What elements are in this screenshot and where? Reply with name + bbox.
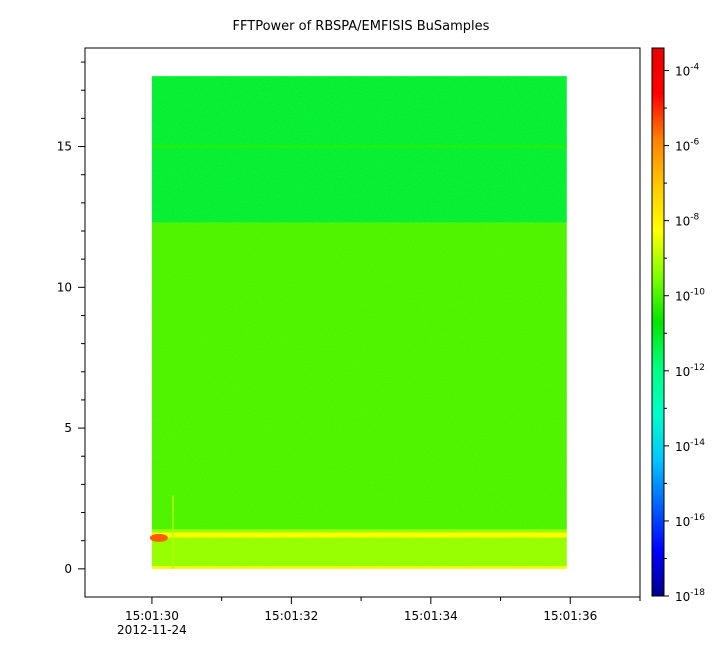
colorbar-axis: 10-4 10-6 10-8 10-10 10-12 10-14 10-16 10-18 bbox=[664, 63, 705, 604]
spectrogram-heatmap bbox=[149, 76, 567, 569]
colorbar-tick-label: 10-14 bbox=[675, 438, 705, 454]
colorbar-tick-label: 10-12 bbox=[675, 363, 705, 379]
plot-frame bbox=[84, 47, 641, 598]
heatmap-band bbox=[151, 532, 567, 538]
heatmap-peak bbox=[149, 533, 168, 542]
x-tick-label: 15:01:32 bbox=[264, 609, 318, 623]
x-tick-date: 2012-11-24 bbox=[117, 623, 187, 637]
y-tick-label: 15 bbox=[57, 140, 72, 154]
x-tick-label: 15:01:30 bbox=[125, 609, 179, 623]
colorbar-tick-label: 10-6 bbox=[675, 138, 700, 154]
y-tick-label: 5 bbox=[64, 421, 72, 435]
colorbar-tick-label: 10-10 bbox=[675, 288, 705, 304]
colorbar bbox=[651, 47, 665, 597]
y-tick-label: 10 bbox=[57, 280, 72, 294]
x-tick-label: 15:01:36 bbox=[543, 609, 597, 623]
chart-title: FFTPower of RBSPA/EMFISIS BuSamples bbox=[233, 19, 490, 34]
colorbar-tick-label: 10-18 bbox=[675, 588, 705, 604]
heatmap-texture bbox=[151, 76, 567, 569]
colorbar-tick-label: 10-16 bbox=[675, 513, 705, 529]
colorbar-tick-label: 10-4 bbox=[675, 63, 700, 79]
y-axis: 0 5 10 15 bbox=[57, 61, 85, 576]
y-tick-label: 0 bbox=[64, 562, 72, 576]
x-tick-label: 15:01:34 bbox=[404, 609, 458, 623]
colorbar-tick-label: 10-8 bbox=[675, 213, 700, 229]
heatmap-horizontal-line bbox=[151, 145, 567, 148]
